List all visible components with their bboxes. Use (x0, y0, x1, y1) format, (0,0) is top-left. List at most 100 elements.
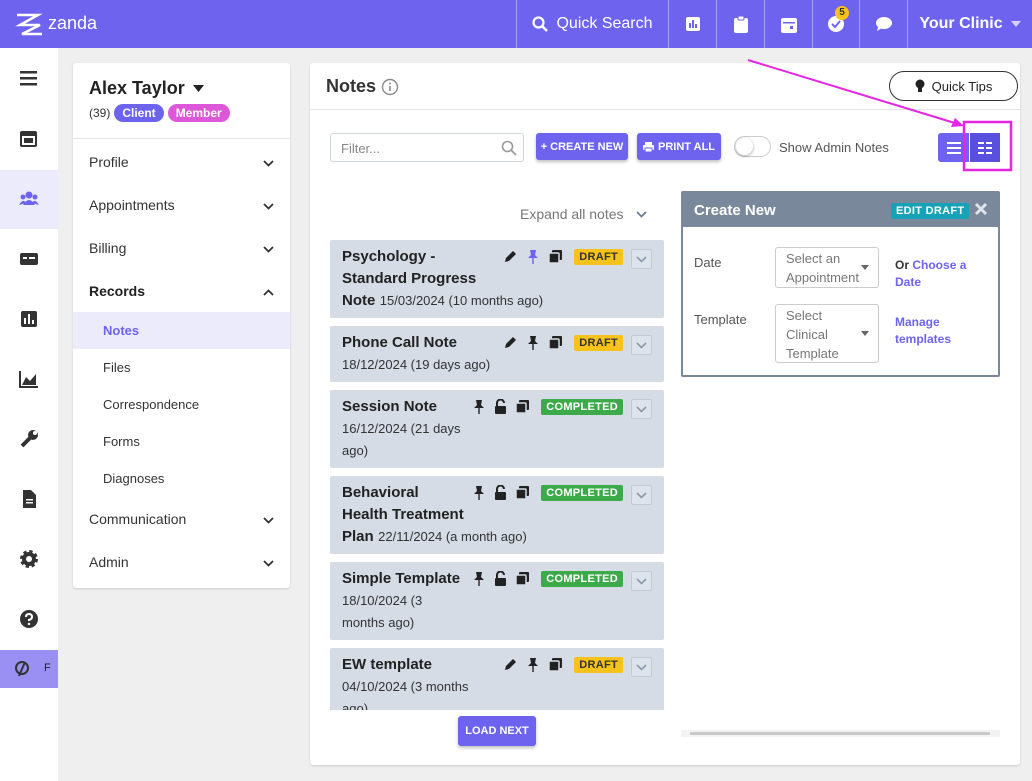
quick-tips-button[interactable]: Quick Tips (889, 71, 1018, 101)
expand-chevron[interactable] (631, 485, 652, 505)
status-badge: DRAFT (574, 657, 623, 673)
admin-toggle[interactable] (734, 136, 771, 157)
manage-templates-link[interactable]: Manage templates (895, 315, 952, 346)
filter-input[interactable]: Filter... (330, 133, 524, 162)
pin-icon[interactable] (526, 657, 540, 672)
documents-nav[interactable] (19, 489, 39, 509)
menu-icon[interactable] (19, 68, 39, 88)
copy-icon[interactable] (548, 335, 563, 350)
expand-all[interactable]: Expand all notes (520, 206, 647, 222)
date-label: Date (694, 255, 722, 270)
clients-nav[interactable] (19, 189, 39, 209)
note-title: Psychology - Standard Progress Note (342, 248, 477, 309)
note-title: EW template (342, 656, 433, 673)
template-select[interactable]: Select Clinical Template (775, 304, 879, 363)
note-actions: COMPLETED (472, 396, 652, 440)
chevron (263, 559, 274, 567)
scrollbar[interactable] (681, 730, 1000, 737)
pin-icon[interactable] (526, 335, 540, 350)
choose-date-link[interactable]: Choose a Date (895, 258, 967, 289)
template-label: Template (694, 312, 747, 327)
edit-icon[interactable] (503, 657, 518, 672)
submenu-item[interactable]: Diagnoses (73, 460, 290, 497)
chat-button[interactable] (859, 0, 907, 48)
menu-item[interactable]: Records (73, 269, 290, 312)
admin-toggle-label: Show Admin Notes (779, 140, 889, 155)
expand-chevron[interactable] (631, 399, 652, 419)
note-card[interactable]: COMPLETED Behavioral Health Treatment Pla… (330, 476, 664, 554)
billing-nav[interactable] (19, 249, 39, 269)
analytics-nav[interactable] (19, 369, 39, 389)
load-next-button[interactable]: LOAD NEXT (458, 716, 536, 746)
menu-item[interactable]: Billing (73, 226, 290, 269)
menu-item[interactable]: Profile (73, 140, 290, 183)
menu-chevron (263, 554, 274, 570)
print-icon (642, 141, 654, 152)
lock-icon[interactable] (494, 485, 507, 500)
submenu-item[interactable]: Correspondence (73, 386, 290, 423)
expand-chevron[interactable] (631, 335, 652, 355)
close-icon[interactable] (974, 202, 988, 216)
note-card[interactable]: DRAFT Psychology - Standard Progress Note… (330, 240, 664, 318)
copy-icon[interactable] (548, 657, 563, 672)
chevron (636, 491, 647, 499)
client-count: (39) (89, 106, 111, 120)
status-badge: DRAFT (574, 335, 623, 351)
edit-icon[interactable] (503, 335, 518, 350)
note-card[interactable]: COMPLETED Simple Template 18/10/2024 (3 m… (330, 562, 664, 640)
active-nav-bg (0, 170, 58, 229)
client-tag: Member (167, 104, 230, 122)
quick-search[interactable]: Quick Search (516, 0, 668, 48)
tools-nav[interactable] (19, 429, 39, 449)
reports-button[interactable] (668, 0, 716, 48)
tasks-button[interactable]: 5 (812, 0, 859, 48)
clipboard-button[interactable] (716, 0, 764, 48)
menu-item[interactable]: Communication (73, 497, 290, 540)
note-card[interactable]: DRAFT EW template 04/10/2024 (3 months ag… (330, 648, 664, 710)
expand-chevron[interactable] (631, 249, 652, 269)
list-view-button[interactable] (938, 133, 969, 162)
edit-icon[interactable] (503, 249, 518, 264)
note-actions: COMPLETED (472, 482, 652, 526)
submenu-item[interactable]: Notes (73, 312, 290, 349)
calendar-nav[interactable] (19, 128, 39, 148)
pin-icon[interactable] (472, 399, 486, 414)
or-label: Or (895, 258, 910, 272)
menu-label: Records (89, 282, 146, 299)
scroll-thumb[interactable] (690, 732, 990, 735)
menu-item[interactable]: Appointments (73, 183, 290, 226)
copy-icon[interactable] (548, 249, 563, 264)
submenu-item[interactable]: Forms (73, 423, 290, 460)
lock-icon[interactable] (494, 571, 507, 586)
clipboard-icon (733, 15, 748, 33)
submenu-item[interactable]: Files (73, 349, 290, 386)
logo-icon (15, 13, 43, 36)
pin-icon[interactable] (472, 571, 486, 586)
print-all-button[interactable]: PRINT ALL (637, 133, 721, 160)
note-date: 22/11/2024 (a month ago) (378, 529, 527, 544)
appointment-select[interactable]: Select an Appointment (775, 247, 879, 288)
help-nav[interactable] (19, 609, 39, 629)
copy-icon[interactable] (515, 485, 530, 500)
note-card[interactable]: COMPLETED Session Note 16/12/2024 (21 day… (330, 390, 664, 468)
account-switcher[interactable]: F (0, 650, 58, 688)
expand-chevron[interactable] (631, 571, 652, 591)
chevron (263, 245, 274, 253)
note-card[interactable]: DRAFT Phone Call Note 18/12/2024 (19 days… (330, 326, 664, 382)
split-view-button[interactable] (969, 133, 1000, 162)
calendar-button[interactable] (764, 0, 812, 48)
copy-icon[interactable] (515, 571, 530, 586)
copy-icon[interactable] (515, 399, 530, 414)
expand-chevron[interactable] (631, 657, 652, 677)
menu-item[interactable]: Admin (73, 540, 290, 583)
edit-draft-badge[interactable]: EDIT DRAFT (891, 203, 970, 219)
settings-nav[interactable] (19, 549, 39, 569)
clinic-menu[interactable]: Your Clinic (907, 0, 1032, 48)
pin-icon[interactable] (472, 485, 486, 500)
reports-nav[interactable] (19, 309, 39, 329)
client-name-row[interactable]: Alex Taylor (89, 78, 204, 99)
pin-icon[interactable] (526, 249, 540, 264)
info-icon[interactable] (381, 78, 399, 96)
create-new-button[interactable]: + CREATE NEW (536, 133, 628, 160)
lock-icon[interactable] (494, 399, 507, 414)
